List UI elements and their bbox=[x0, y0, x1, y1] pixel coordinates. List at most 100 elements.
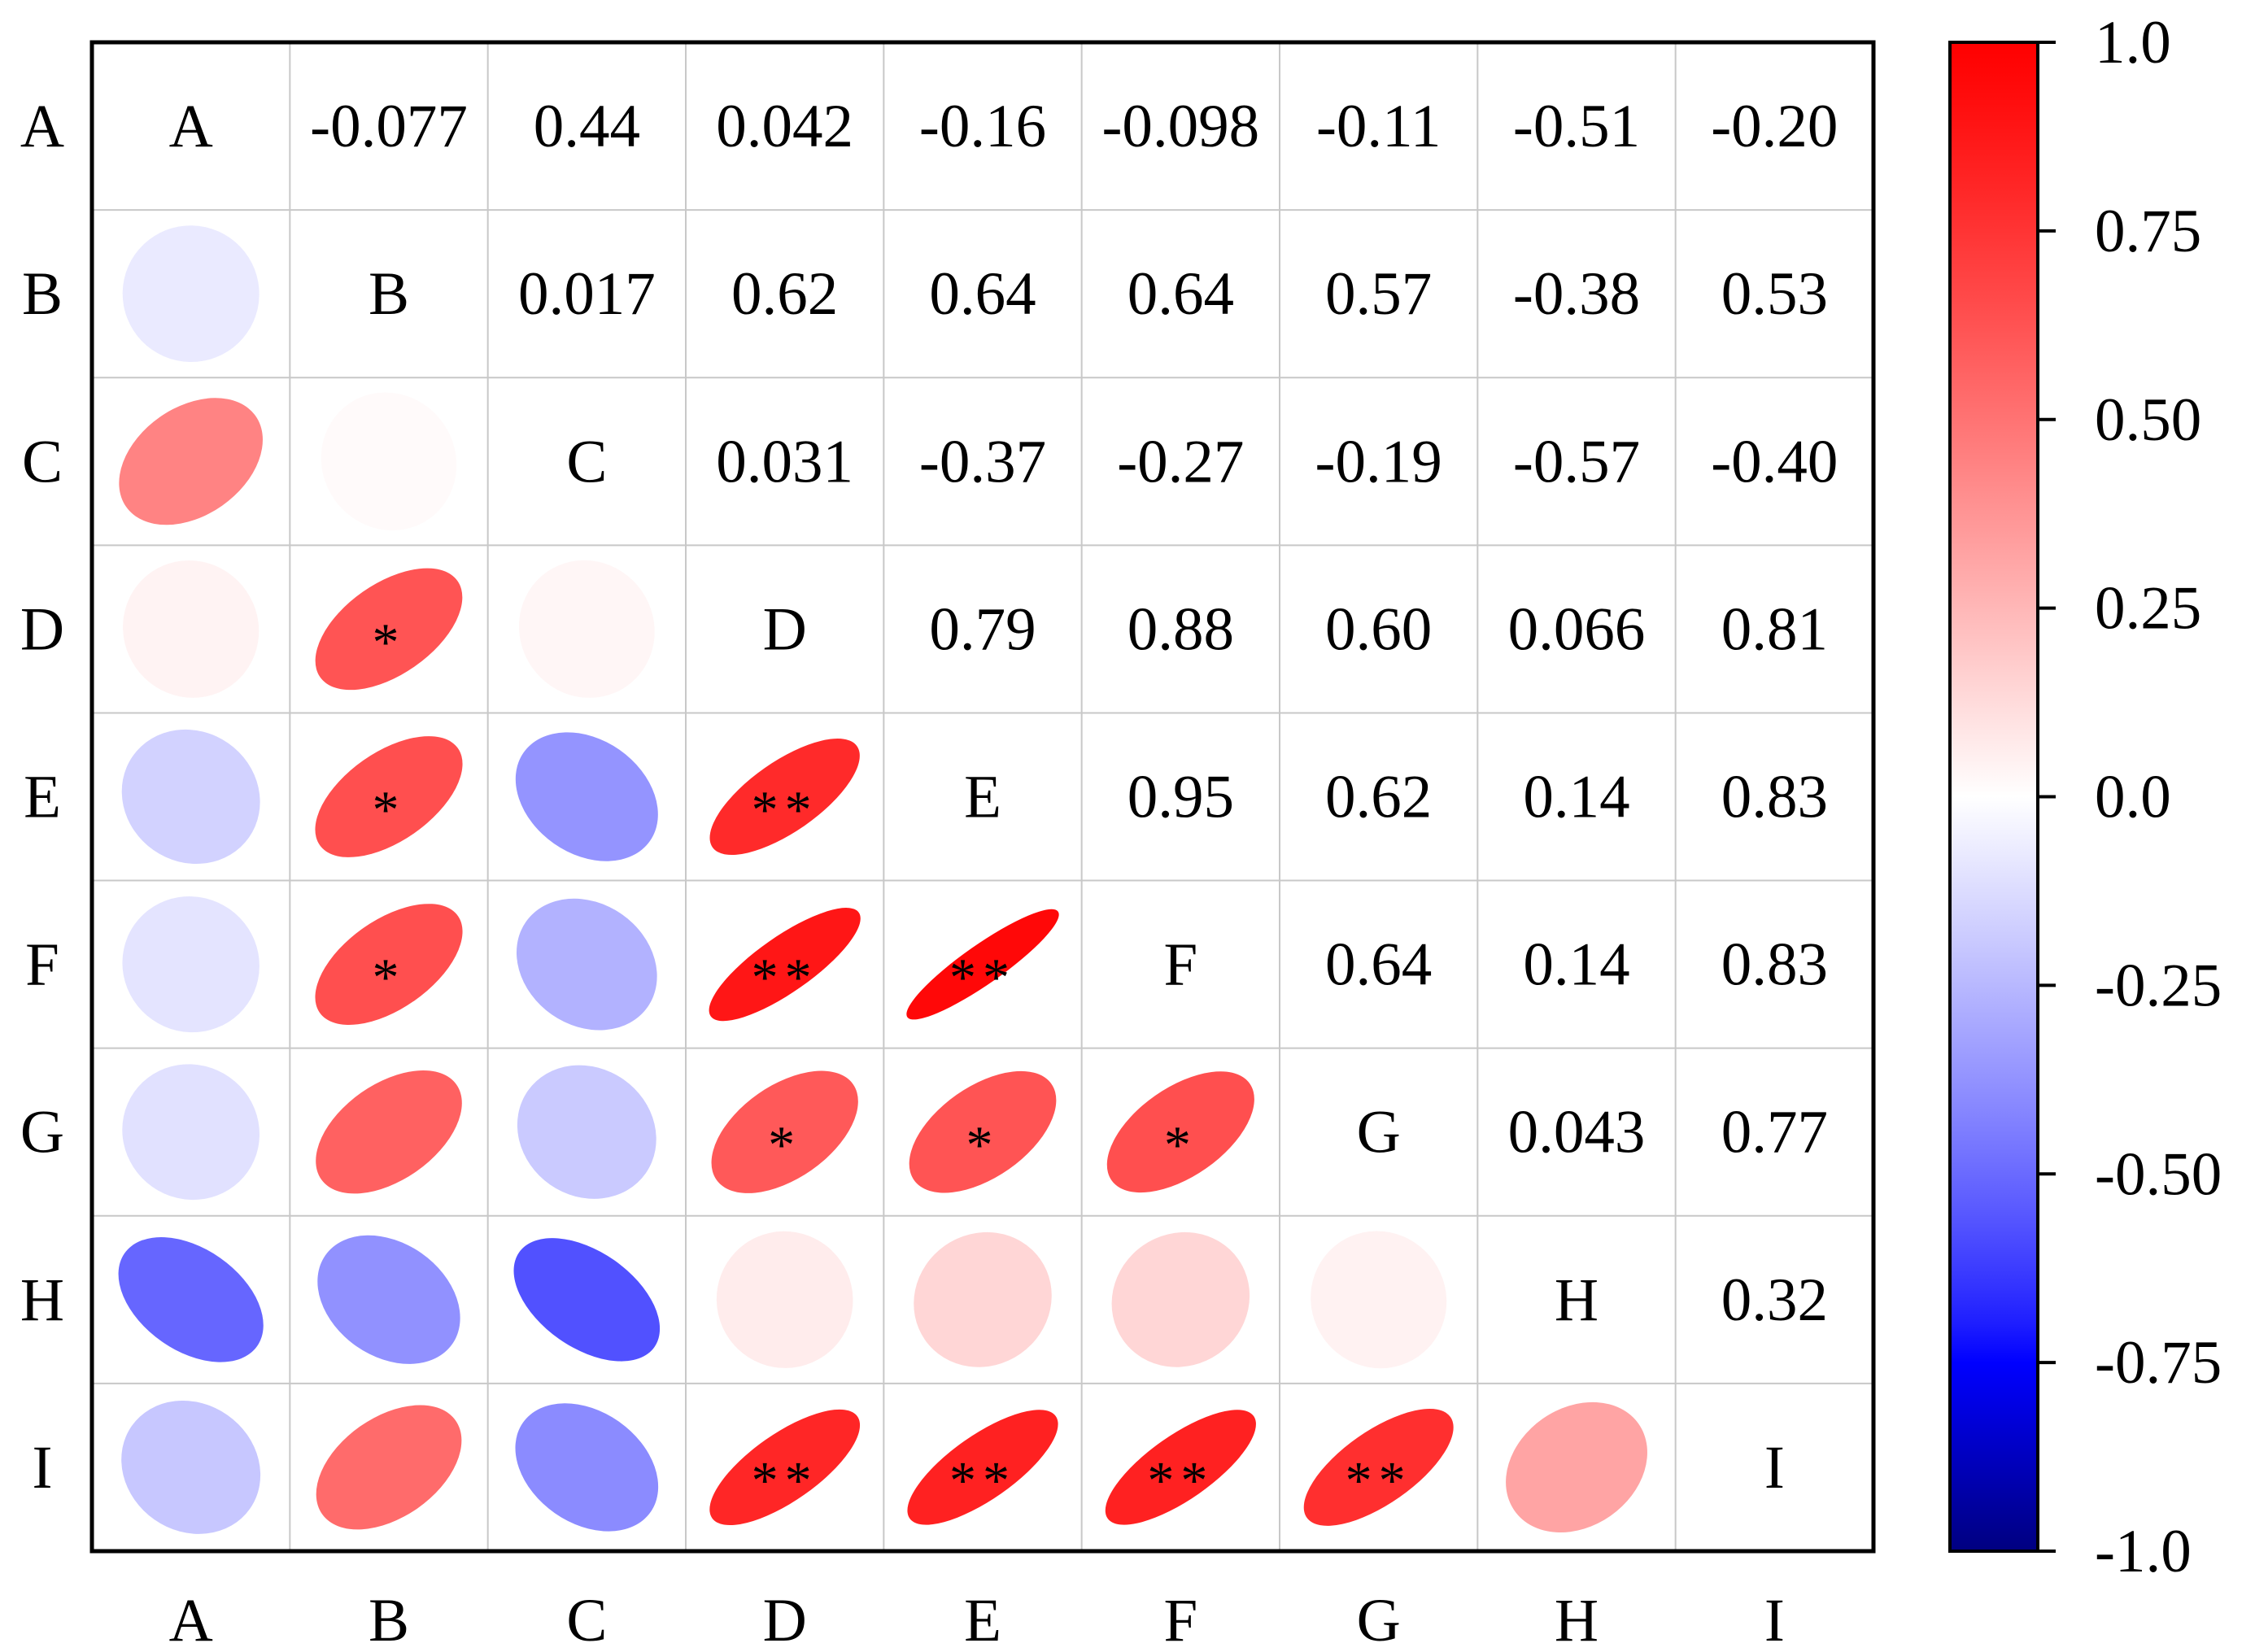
colorbar-tick-label: 1.0 bbox=[2095, 9, 2171, 76]
correlation-ellipse bbox=[709, 1409, 861, 1526]
colorbar-tick-label: 0.25 bbox=[2095, 575, 2201, 643]
x-tick-label: F bbox=[1163, 1587, 1197, 1652]
correlation-ellipse bbox=[1105, 1410, 1256, 1525]
correlation-value: 0.64 bbox=[929, 260, 1036, 328]
correlation-value: 0.64 bbox=[1128, 260, 1234, 328]
significance-stars: ** bbox=[949, 948, 1016, 1008]
correlation-ellipse bbox=[315, 568, 463, 691]
significance-stars: * bbox=[768, 1116, 801, 1175]
significance-stars: ** bbox=[1346, 1451, 1412, 1510]
correlation-value: -0.51 bbox=[1513, 93, 1640, 160]
diagonal-label: A bbox=[169, 93, 213, 160]
correlation-value: 0.77 bbox=[1721, 1099, 1828, 1166]
correlation-value: 0.95 bbox=[1128, 764, 1234, 831]
colorbar-tick-label: -0.50 bbox=[2095, 1140, 2222, 1208]
correlation-ellipse bbox=[122, 896, 260, 1033]
correlation-value: 0.83 bbox=[1721, 764, 1828, 831]
x-tick-label: B bbox=[369, 1587, 409, 1652]
correlation-ellipse bbox=[123, 560, 260, 698]
correlation-value: -0.20 bbox=[1711, 93, 1838, 160]
x-tick-label: G bbox=[1357, 1587, 1401, 1652]
correlation-ellipse bbox=[315, 736, 463, 857]
diagonal-label: H bbox=[1555, 1266, 1599, 1334]
y-tick-label: H bbox=[20, 1266, 64, 1334]
correlation-value: 0.32 bbox=[1721, 1266, 1828, 1334]
correlation-ellipse bbox=[914, 1231, 1052, 1367]
correlation-value: 0.14 bbox=[1523, 764, 1629, 831]
correlation-ellipse bbox=[118, 1237, 264, 1362]
correlation-value: 0.44 bbox=[534, 93, 640, 160]
diagonal-label: D bbox=[763, 595, 807, 663]
correlation-value: 0.042 bbox=[716, 93, 853, 160]
correlation-ellipse bbox=[121, 729, 260, 865]
colorbar-tick-label: -0.25 bbox=[2095, 952, 2222, 1019]
significance-stars: ** bbox=[949, 1451, 1016, 1510]
significance-stars: ** bbox=[752, 948, 818, 1008]
correlation-ellipse bbox=[516, 898, 657, 1031]
correlation-ellipse bbox=[907, 1410, 1058, 1525]
x-tick-label: C bbox=[566, 1587, 607, 1652]
y-tick-label: C bbox=[22, 428, 63, 495]
significance-stars: * bbox=[373, 781, 406, 840]
correlation-value: 0.031 bbox=[716, 428, 853, 495]
correlation-value: -0.11 bbox=[1316, 93, 1441, 160]
correlation-value: -0.38 bbox=[1513, 260, 1640, 328]
colorbar-tick-label: 0.50 bbox=[2095, 386, 2201, 454]
correlation-ellipse bbox=[515, 732, 658, 861]
correlation-value: 0.88 bbox=[1128, 595, 1234, 663]
x-tick-label: I bbox=[1764, 1587, 1785, 1652]
correlation-ellipse bbox=[518, 560, 655, 698]
correlation-value: -0.27 bbox=[1117, 428, 1244, 495]
correlation-value: -0.40 bbox=[1711, 428, 1838, 495]
colorbar-tick-label: -0.75 bbox=[2095, 1329, 2222, 1397]
colorbar bbox=[1950, 42, 2038, 1551]
correlation-ellipse bbox=[517, 1065, 656, 1199]
correlation-value: -0.19 bbox=[1315, 428, 1442, 495]
correlation-value: 0.79 bbox=[929, 595, 1036, 663]
correlation-ellipse bbox=[1303, 1409, 1454, 1526]
correlation-ellipse bbox=[1311, 1231, 1447, 1369]
significance-stars: ** bbox=[1147, 1451, 1214, 1510]
correlation-ellipse bbox=[1506, 1401, 1647, 1532]
significance-stars: * bbox=[966, 1116, 1000, 1175]
correlation-ellipse bbox=[121, 1400, 261, 1534]
x-tick-label: D bbox=[763, 1587, 807, 1652]
correlation-ellipse bbox=[513, 1238, 661, 1362]
correlation-value: -0.077 bbox=[310, 93, 468, 160]
y-tick-label: A bbox=[20, 93, 64, 160]
correlation-ellipse bbox=[1111, 1231, 1250, 1367]
correlation-ellipse bbox=[709, 908, 861, 1022]
y-tick-label: E bbox=[24, 764, 61, 831]
y-tick-label: I bbox=[33, 1434, 53, 1502]
x-tick-label: H bbox=[1555, 1587, 1599, 1652]
correlation-value: 0.57 bbox=[1325, 260, 1432, 328]
correlation-value: 0.066 bbox=[1508, 595, 1646, 663]
correlation-ellipse bbox=[716, 1231, 853, 1368]
colorbar-tick-label: -1.0 bbox=[2095, 1518, 2192, 1585]
correlation-value: -0.37 bbox=[919, 428, 1046, 495]
correlation-value: 0.81 bbox=[1721, 595, 1828, 663]
correlation-ellipse bbox=[515, 1403, 659, 1532]
x-tick-label: E bbox=[964, 1587, 1001, 1652]
correlation-ellipse bbox=[709, 739, 860, 856]
correlation-value: -0.57 bbox=[1513, 428, 1640, 495]
correlation-ellipse bbox=[122, 1064, 260, 1201]
correlation-value: 0.62 bbox=[1325, 764, 1432, 831]
diagonal-label: C bbox=[566, 428, 607, 495]
correlation-value: 0.043 bbox=[1508, 1099, 1646, 1166]
correlation-value: 0.53 bbox=[1721, 260, 1828, 328]
diagonal-label: B bbox=[369, 260, 409, 328]
significance-stars: * bbox=[373, 948, 406, 1008]
correlation-ellipse bbox=[1106, 1071, 1254, 1193]
colorbar-tick-label: 0.75 bbox=[2095, 198, 2201, 265]
diagonal-label: E bbox=[964, 764, 1001, 831]
correlation-value: -0.16 bbox=[919, 93, 1046, 160]
correlation-value: 0.64 bbox=[1325, 931, 1432, 999]
significance-stars: ** bbox=[752, 781, 818, 840]
correlation-value: 0.017 bbox=[518, 260, 656, 328]
correlation-value: 0.62 bbox=[731, 260, 838, 328]
correlation-ellipse bbox=[122, 225, 260, 363]
y-tick-label: G bbox=[20, 1099, 64, 1166]
